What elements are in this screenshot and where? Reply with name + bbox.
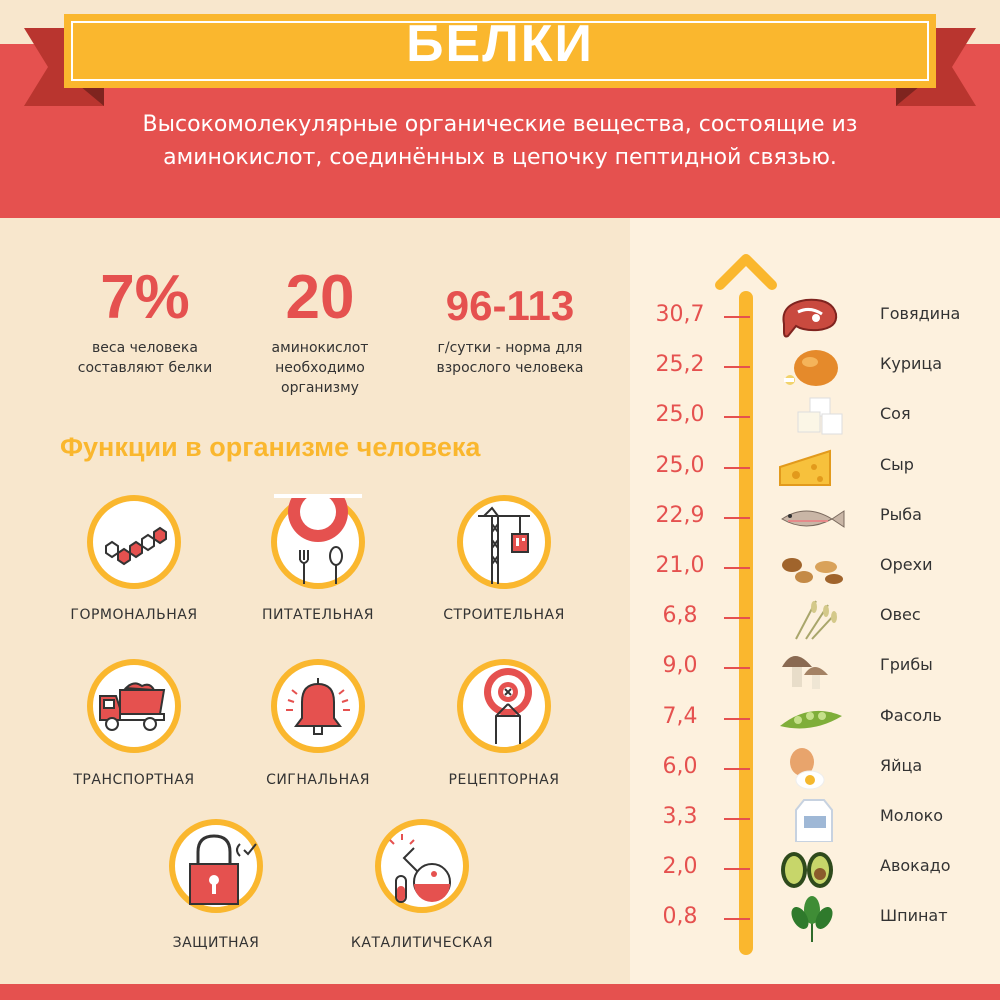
bottom-bar bbox=[0, 984, 1000, 1000]
oats-icon bbox=[776, 595, 848, 641]
scale-value: 30,7 bbox=[655, 302, 705, 327]
function-label-signal: СИГНАЛЬНАЯ bbox=[266, 772, 370, 788]
eggs-icon bbox=[776, 746, 848, 792]
scale-value: 6,0 bbox=[662, 753, 698, 779]
food-name: Курица bbox=[880, 354, 943, 374]
mushroom-icon bbox=[776, 645, 848, 691]
scale-value: 9,0 bbox=[662, 653, 698, 679]
scale-value: 21,0 bbox=[655, 553, 705, 578]
scale-tick bbox=[724, 416, 750, 419]
scale-tick bbox=[724, 667, 750, 670]
flask-icon bbox=[374, 818, 470, 914]
roast-chicken-icon bbox=[776, 344, 848, 390]
stat-amino-caption: аминокислот необходимо организму bbox=[271, 340, 369, 396]
function-label-catalytic: КАТАЛИТИЧЕСКАЯ bbox=[350, 935, 494, 951]
function-label-protective: ЗАЩИТНАЯ bbox=[172, 935, 260, 951]
food-name: Соя bbox=[880, 404, 911, 424]
scale-value: 7,4 bbox=[662, 703, 698, 729]
food-name: Молоко bbox=[880, 806, 944, 825]
function-label-nutritional: ПИТАТЕЛЬНАЯ bbox=[262, 607, 374, 623]
scale-value: 22,9 bbox=[655, 502, 705, 528]
page-subtitle: Высокомолекулярные органические вещества… bbox=[142, 112, 858, 170]
scale-value: 0,8 bbox=[662, 904, 698, 930]
scale-tick bbox=[724, 366, 750, 369]
scale-tick bbox=[724, 717, 750, 720]
scale-tick bbox=[724, 868, 750, 871]
food-name: Рыба bbox=[880, 504, 922, 524]
scale-tick bbox=[724, 567, 750, 569]
header: БЕЛКИ Высокомолекулярные органические ве… bbox=[0, 0, 1000, 218]
page-title: БЕЛКИ bbox=[406, 15, 594, 73]
beans-icon bbox=[776, 696, 848, 742]
food-name: Фасоль bbox=[880, 705, 942, 725]
scale-tick bbox=[724, 918, 750, 921]
food-name: Сыр bbox=[880, 454, 914, 474]
stat-weight-value: 7% bbox=[100, 263, 190, 332]
function-label-building: СТРОИТЕЛЬНАЯ bbox=[443, 607, 565, 623]
scale-value: 25,0 bbox=[655, 402, 705, 428]
hexagon-molecule-icon bbox=[86, 494, 182, 590]
food-name: Авокадо bbox=[880, 856, 951, 876]
stat-norm-value: 96-113 bbox=[445, 282, 575, 329]
food-name: Говядина bbox=[880, 304, 961, 323]
tofu-icon bbox=[776, 394, 848, 440]
plate-fork-spoon-icon bbox=[270, 474, 366, 590]
function-label-hormonal: ГОРМОНАЛЬНАЯ bbox=[70, 607, 198, 623]
scale-tick bbox=[724, 767, 750, 770]
function-label-receptor: РЕЦЕПТОРНАЯ bbox=[448, 772, 560, 788]
truck-icon bbox=[86, 658, 182, 754]
scale-value: 2,0 bbox=[662, 854, 698, 880]
scale-value: 6,8 bbox=[662, 603, 698, 629]
crane-icon bbox=[456, 494, 552, 590]
fish-icon bbox=[776, 495, 848, 541]
scale-value: 25,2 bbox=[655, 352, 705, 378]
milk-carton-icon bbox=[776, 796, 848, 843]
stat-norm-caption: г/сутки - норма для взрослого человека bbox=[436, 340, 584, 376]
food-name: Яйца bbox=[880, 755, 923, 775]
padlock-icon bbox=[168, 818, 264, 914]
scale-tick bbox=[724, 316, 750, 318]
food-name: Грибы bbox=[880, 655, 933, 675]
protein-scale-bar bbox=[715, 254, 777, 955]
functions-title: Функции в организме человека bbox=[60, 432, 481, 462]
scale-tick bbox=[724, 617, 750, 620]
scale-tick bbox=[724, 466, 750, 469]
food-name: Шпинат bbox=[880, 906, 948, 926]
title-banner bbox=[64, 14, 936, 88]
food-name: Орехи bbox=[880, 555, 933, 574]
scale-value: 25,0 bbox=[655, 452, 705, 478]
scale-tick bbox=[724, 516, 750, 519]
scale-value: 3,3 bbox=[662, 804, 698, 829]
steak-icon bbox=[776, 294, 848, 340]
avocado-icon bbox=[776, 846, 848, 892]
stat-weight-caption: веса человека составляют белки bbox=[77, 340, 213, 376]
function-label-transport: ТРАНСПОРТНАЯ bbox=[73, 772, 195, 788]
scale-tick bbox=[724, 818, 750, 820]
spinach-icon bbox=[776, 896, 848, 943]
food-name: Овес bbox=[880, 605, 921, 625]
bell-icon bbox=[270, 658, 366, 754]
nuts-icon bbox=[776, 545, 848, 591]
cheese-icon bbox=[776, 445, 848, 491]
target-icon bbox=[456, 658, 552, 754]
stat-amino-value: 20 bbox=[285, 263, 355, 332]
